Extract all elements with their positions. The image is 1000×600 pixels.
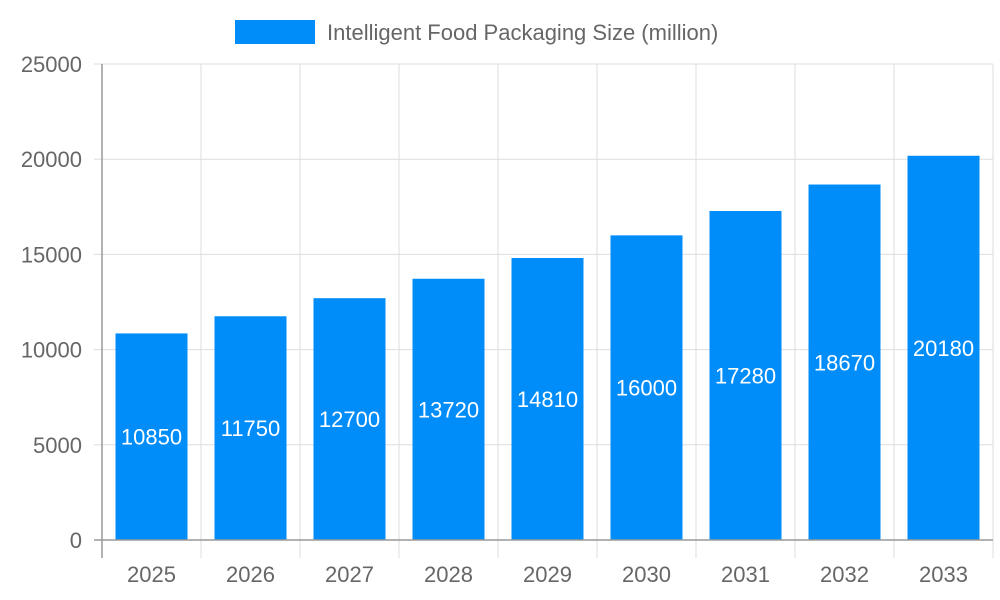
data-label: 16000 [616,376,677,401]
bars [115,155,980,541]
grid [94,63,994,558]
x-tick-label: 2033 [919,562,968,587]
bar [313,298,386,540]
legend[interactable]: Intelligent Food Packaging Size (million… [235,20,718,45]
bar [709,210,782,540]
data-labels: 10850 11750 12700 13720 14810 16000 17280 18670… [121,336,974,450]
bar [214,316,287,540]
x-tick-label: 2028 [424,562,473,587]
data-label: 18670 [814,350,875,375]
y-tick-label: 5000 [33,433,82,458]
x-tick-label: 2031 [721,562,770,587]
y-tick-label: 15000 [21,242,82,267]
bar [907,155,980,540]
y-tick-label: 25000 [21,52,82,77]
y-tick-label: 20000 [21,147,82,172]
bar [610,235,683,541]
bar [511,258,584,540]
data-label: 14810 [517,387,578,412]
data-label: 20180 [913,336,974,361]
x-tick-label: 2025 [127,562,176,587]
x-tick-label: 2026 [226,562,275,587]
data-label: 10850 [121,425,182,450]
y-tick-label: 0 [70,528,82,553]
bar [115,333,188,540]
axes: 0 5000 10000 15000 20000 25000 2025 2026 2027 202… [21,52,993,587]
data-label: 17280 [715,363,776,388]
data-label: 11750 [221,416,281,441]
bar [808,184,881,540]
data-label: 13720 [418,397,479,422]
legend-label: Intelligent Food Packaging Size (million… [327,20,718,45]
x-tick-label: 2030 [622,562,671,587]
y-tick-label: 10000 [21,338,82,363]
bar [412,278,485,540]
legend-swatch [235,20,315,44]
data-label: 12700 [319,407,380,432]
x-tick-label: 2027 [325,562,374,587]
x-tick-label: 2032 [820,562,869,587]
x-tick-label: 2029 [523,562,572,587]
